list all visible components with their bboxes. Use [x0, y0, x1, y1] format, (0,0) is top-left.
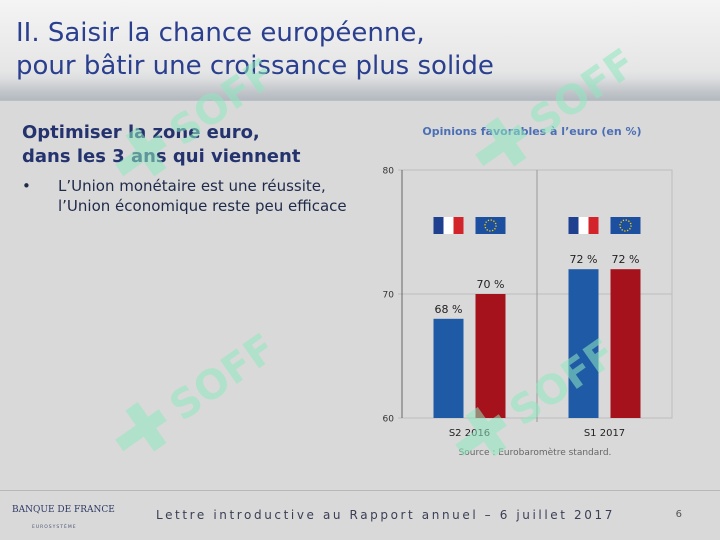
y-tick-label: 70 — [383, 291, 395, 301]
bullet-text: L’Union monétaire est une réussite, l’Un… — [58, 176, 358, 216]
y-tick-label: 80 — [383, 167, 395, 177]
watermark-text: SOFF — [162, 325, 285, 430]
x-tick-label: S1 2017 — [584, 428, 625, 439]
soff-watermark: SOFF — [115, 325, 285, 452]
header-shade — [0, 78, 720, 100]
logo-wordmark: BANQUE DE FRANCE — [12, 505, 115, 515]
france-flag-icon — [568, 217, 599, 234]
bar-france — [433, 318, 464, 418]
slide-title-line-1: II. Saisir la chance européenne, — [16, 18, 425, 48]
page-number: 6 — [675, 509, 682, 520]
chart-source: Source : Eurobaromètre standard. — [458, 448, 612, 458]
bar-chart: 60 70 80 68 % 70 % S2 2016 72 % 72 % S1 2017 — [383, 167, 673, 439]
bar-eu — [475, 294, 506, 418]
footer-divider — [0, 490, 720, 491]
y-tick-label: 60 — [383, 415, 395, 425]
slide-title: II. Saisir la chance européenne, pour bâ… — [16, 17, 706, 83]
section-heading: Optimiser la zone euro, dans les 3 ans q… — [22, 121, 342, 169]
eu-flag-icon — [610, 217, 641, 234]
data-label: 72 % — [570, 253, 598, 266]
data-label: 68 % — [435, 303, 463, 316]
bullet-marker: • — [22, 177, 31, 195]
slide-title-line-2: pour bâtir une croissance plus solide — [16, 51, 494, 81]
bar-eu — [610, 269, 641, 418]
chart-title: Opinions favorables à l’euro (en %) — [422, 125, 642, 138]
bullet-line-1: L’Union monétaire est une réussite, — [58, 177, 326, 195]
bar-france — [568, 269, 599, 418]
banque-de-france-logo: BANQUE DE FRANCE EUROSYSTÈME — [12, 505, 122, 535]
logo-tagline: EUROSYSTÈME — [32, 525, 77, 530]
section-heading-line-1: Optimiser la zone euro, — [22, 122, 260, 143]
eu-flag-icon — [475, 217, 506, 234]
x-tick-label: S2 2016 — [449, 428, 490, 439]
footer-caption: Lettre introductive au Rapport annuel – … — [156, 508, 615, 522]
data-label: 72 % — [612, 253, 640, 266]
bullet-line-2: l’Union économique reste peu efficace — [58, 197, 347, 215]
section-heading-line-2: dans les 3 ans qui viennent — [22, 146, 301, 167]
slide-header — [0, 0, 720, 101]
france-flag-icon — [433, 217, 464, 234]
data-label: 70 % — [477, 278, 505, 291]
